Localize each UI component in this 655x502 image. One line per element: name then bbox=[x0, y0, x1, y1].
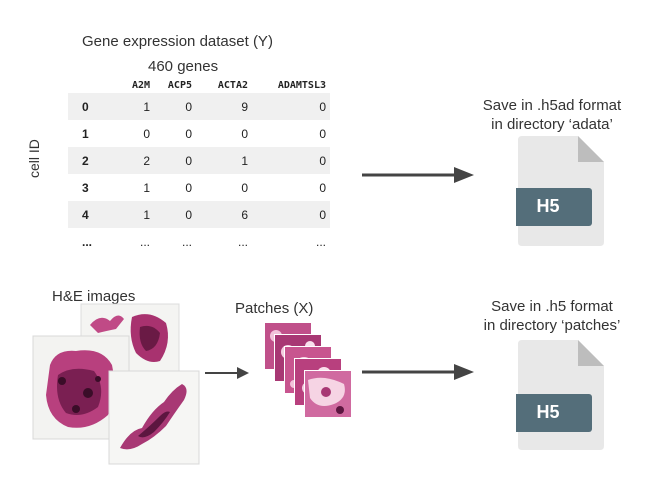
cell-value: 0 bbox=[154, 93, 196, 120]
genes-count-label: 460 genes bbox=[148, 58, 219, 75]
row-index: 2 bbox=[68, 147, 110, 174]
table-row: ... ... ... ... ... bbox=[68, 228, 330, 255]
cell-value: 0 bbox=[143, 126, 150, 141]
save-h5-line1: Save in .h5 format bbox=[491, 298, 613, 315]
save-h5ad-text: Save in .h5ad format in directory ‘adata… bbox=[442, 96, 655, 134]
row-index: 3 bbox=[82, 180, 89, 195]
he-images-label: H&E images bbox=[52, 288, 136, 305]
cell-value: 9 bbox=[196, 93, 252, 120]
cell-value: 0 bbox=[185, 180, 192, 195]
cell-value: 0 bbox=[252, 93, 330, 120]
dataset-title: Gene expression dataset (Y) bbox=[82, 33, 273, 50]
cell-value: 0 bbox=[154, 147, 196, 174]
cell-value: 0 bbox=[241, 126, 248, 141]
table-row: 1 0 0 0 0 bbox=[68, 120, 330, 147]
column-header: ACP5 bbox=[167, 79, 192, 91]
table-row: 2 2 0 1 0 bbox=[68, 147, 330, 174]
save-h5-line2: in directory ‘patches’ bbox=[483, 317, 621, 334]
cell-value: 2 bbox=[110, 147, 154, 174]
cell-value: ... bbox=[315, 234, 326, 249]
column-header: ADAMTSL3 bbox=[277, 79, 326, 91]
cell-value: 1 bbox=[196, 147, 252, 174]
column-header: A2M bbox=[131, 79, 150, 91]
cell-value: 0 bbox=[252, 147, 330, 174]
column-header: ACTA2 bbox=[217, 79, 248, 91]
save-h5ad-line1: Save in .h5ad format bbox=[482, 97, 622, 114]
arrow-to-patches bbox=[205, 367, 249, 379]
h5-file-label: H5 bbox=[536, 402, 560, 422]
he-slide-front bbox=[108, 370, 200, 465]
cell-value: ... bbox=[139, 234, 150, 249]
table-row: 0 1 0 9 0 bbox=[68, 93, 330, 120]
row-index: 1 bbox=[82, 126, 89, 141]
row-axis-label: cell ID bbox=[26, 139, 42, 178]
table-row: 3 1 0 0 0 bbox=[68, 174, 330, 201]
cell-value: ... bbox=[237, 234, 248, 249]
cell-value: 0 bbox=[252, 201, 330, 228]
table-header-row: A2M ACP5 ACTA2 ADAMTSL3 bbox=[68, 77, 330, 93]
cell-value: ... bbox=[181, 234, 192, 249]
cell-value: 1 bbox=[110, 93, 154, 120]
table-row: 4 1 0 6 0 bbox=[68, 201, 330, 228]
h5ad-file-icon: H5 bbox=[516, 136, 606, 246]
row-index: 0 bbox=[68, 93, 110, 120]
arrow-to-h5 bbox=[362, 364, 474, 380]
cell-value: 0 bbox=[154, 201, 196, 228]
cell-value: 0 bbox=[319, 180, 326, 195]
h5-file-icon: H5 bbox=[516, 340, 606, 450]
index-header bbox=[68, 77, 110, 93]
save-h5ad-line2: in directory ‘adata’ bbox=[491, 116, 613, 133]
cell-value: 0 bbox=[241, 180, 248, 195]
cell-value: 1 bbox=[110, 201, 154, 228]
cell-value: 0 bbox=[185, 126, 192, 141]
h5ad-file-label: H5 bbox=[536, 196, 560, 216]
patch-tile bbox=[304, 370, 352, 418]
arrow-to-h5ad bbox=[362, 167, 474, 183]
save-h5-text: Save in .h5 format in directory ‘patches… bbox=[442, 297, 655, 335]
cell-value: 0 bbox=[319, 126, 326, 141]
cell-value: 1 bbox=[143, 180, 150, 195]
row-index: ... bbox=[82, 234, 93, 249]
cell-value: 6 bbox=[196, 201, 252, 228]
patches-label: Patches (X) bbox=[235, 300, 314, 317]
expression-table: A2M ACP5 ACTA2 ADAMTSL3 0 1 0 9 0 1 0 0 … bbox=[68, 77, 330, 255]
row-index: 4 bbox=[68, 201, 110, 228]
